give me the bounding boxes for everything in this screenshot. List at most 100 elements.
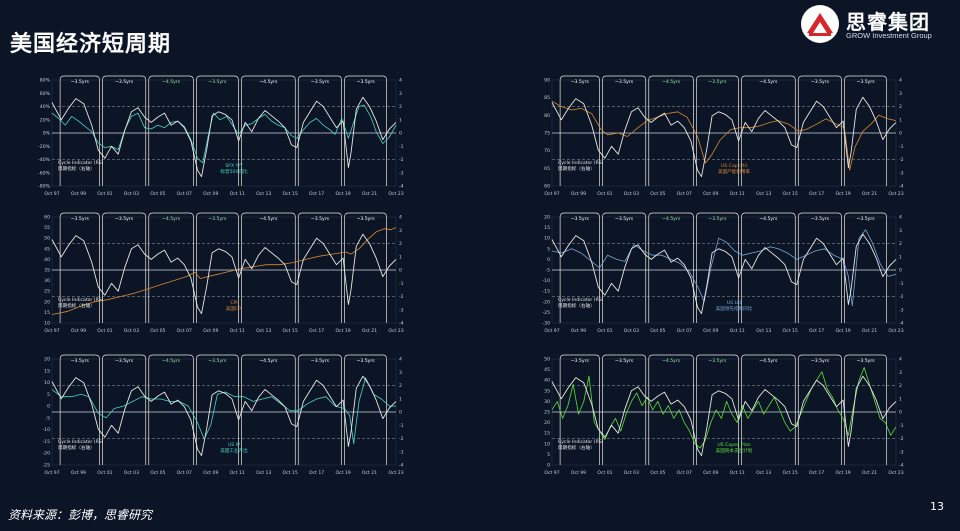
y-right-tick-label: -2 [899,436,904,442]
cycle-label: ~4.5yrs [259,216,278,222]
x-tick-label: Oct 09 [703,191,718,197]
x-tick-label: Oct 21 [362,470,377,476]
x-tick-label: Oct 97 [44,470,59,476]
cycle-label: ~4.5yrs [759,79,778,85]
y-left-tick-label: -80% [38,184,51,190]
series-line [51,96,397,178]
y-right-tick-label: 2 [899,241,902,247]
x-tick-label: Oct 21 [862,470,877,476]
legend-series-cn: 美国CPI [226,305,243,312]
cycle-bracket [602,354,647,465]
y-right-tick-label: 2 [399,104,402,110]
cycle-label: ~3.5yrs [115,358,134,364]
y-left-tick-label: -20% [38,144,51,150]
cycle-label: ~3.5yrs [311,79,330,85]
y-left-tick-label: 0 [47,404,50,410]
cycle-bracket [602,75,647,186]
legend-series-en: US Capex Plan [717,442,750,448]
y-right-tick-label: -3 [899,307,904,313]
x-tick-label: Oct 19 [835,328,850,334]
cycle-label: ~3.5yrs [356,216,375,222]
cycle-label: ~3.5yrs [115,79,134,85]
cycle-label: ~4.5yrs [759,216,778,222]
legend-cycle-en: Cycle Indicator (RS) [558,439,604,445]
cycle-bracket [797,212,842,323]
series-line [51,233,397,315]
x-tick-label: Oct 99 [71,328,86,334]
x-tick-label: Oct 23 [888,328,903,334]
x-tick-label: Oct 97 [44,191,59,197]
y-right-tick-label: -4 [899,321,904,327]
x-tick-label: Oct 07 [677,328,692,334]
y-right-tick-label: -1 [899,281,904,287]
y-left-tick-label: 35 [44,268,50,274]
y-left-tick-label: 40 [544,378,550,384]
y-left-tick-label: 25 [544,410,550,416]
y-left-tick-label: 15 [44,310,50,316]
y-right-tick-label: 2 [399,383,402,389]
y-left-tick-label: 75 [544,131,550,137]
x-tick-label: Oct 21 [362,328,377,334]
y-left-tick-label: -10 [42,427,50,433]
cycle-label: ~3.5yrs [856,79,875,85]
x-tick-label: Oct 99 [571,191,586,197]
x-tick-label: Oct 99 [571,470,586,476]
page-number: 13 [930,500,944,513]
y-right-tick-label: -1 [399,144,404,150]
logo-mark-icon [801,5,839,43]
y-right-tick-label: -2 [399,157,404,163]
y-right-tick-label: -4 [899,463,904,469]
cycle-bracket [59,75,100,186]
y-right-tick-label: 0 [899,410,902,416]
legend-cycle-en: Cycle Indicator (RS) [58,160,104,166]
cycle-bracket [648,212,694,323]
x-tick-label: Oct 11 [230,470,245,476]
cycle-bracket [102,75,147,186]
cycle-bracket [344,212,387,323]
cycle-label: ~3.5yrs [708,79,727,85]
y-left-tick-label: -20 [42,451,50,457]
y-left-tick-label: 60 [44,215,50,221]
cycle-bracket [241,212,296,323]
y-right-tick-label: 3 [399,91,402,97]
x-tick-label: Oct 05 [650,328,665,334]
chart-panel-bottom-right: ~3.5yrs ~3.5yrs ~4.5yrs ~3.5yrs ~4.5yrs ~3.5y… [534,351,914,479]
cycle-bracket [648,75,694,186]
cycle-label: ~3.5yrs [856,216,875,222]
chart-panel-middle-right: ~3.5yrs ~3.5yrs ~4.5yrs ~3.5yrs ~4.5yrs ~3.5y… [534,209,914,337]
x-tick-label: Oct 97 [544,470,559,476]
x-tick-label: Oct 11 [230,328,245,334]
cycle-label: ~3.5yrs [208,216,227,222]
y-left-tick-label: -30 [542,321,550,327]
cycle-bracket [741,354,796,465]
y-left-tick-label: -25 [42,463,50,469]
legend-series-en: SPX Y/Y [225,163,243,169]
y-left-tick-label: 20 [544,215,550,221]
x-tick-label: Oct 01 [597,328,612,334]
cycle-bracket [696,212,739,323]
x-tick-label: Oct 19 [835,470,850,476]
x-tick-label: Oct 13 [256,470,271,476]
series-line [51,377,396,445]
y-left-tick-label: -60% [38,170,51,176]
cycle-label: ~4.5yrs [259,79,278,85]
x-tick-label: Oct 17 [309,470,324,476]
cycle-bracket [241,354,296,465]
x-tick-label: Oct 15 [283,191,298,197]
y-left-tick-label: 30 [544,399,550,405]
y-left-tick-label: 60 [544,184,550,190]
y-left-tick-label: 40% [40,104,51,110]
y-left-tick-label: 5 [47,392,50,398]
y-right-tick-label: 4 [399,357,402,363]
page-title: 美国经济短周期 [10,32,172,57]
x-tick-label: Oct 17 [809,328,824,334]
series-line [551,375,897,457]
y-right-tick-label: -3 [399,307,404,313]
y-left-tick-label: -20 [542,299,550,305]
y-right-tick-label: 2 [899,104,902,110]
cycle-bracket [59,212,100,323]
y-left-tick-label: -5 [45,415,50,421]
cycle-label: ~3.5yrs [811,358,830,364]
x-tick-label: Oct 15 [783,191,798,197]
cycle-label: ~3.5yrs [311,358,330,364]
